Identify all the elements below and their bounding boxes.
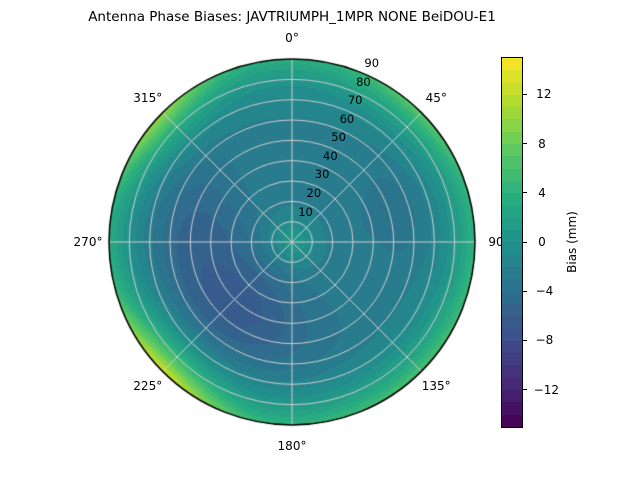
theta-tick-label: 45° (425, 90, 447, 105)
colorbar-tick-mark (523, 389, 527, 391)
colorbar-band (502, 414, 522, 427)
colorbar-band (502, 70, 522, 83)
colorbar-band (502, 279, 522, 292)
colorbar (501, 57, 523, 428)
theta-tick-label: 180° (277, 439, 307, 453)
colorbar-band (502, 328, 522, 341)
theta-tick-label: 135° (421, 379, 451, 394)
r-tick-label: 40 (323, 148, 338, 163)
r-tick-label: 90 (364, 55, 380, 70)
colorbar-band (502, 94, 522, 108)
colorbar-band (502, 119, 522, 132)
colorbar-band (502, 131, 522, 145)
colorbar-band (502, 168, 522, 181)
colorbar-band (502, 58, 522, 71)
colorbar-band (502, 242, 522, 255)
theta-tick-label: 270° (73, 235, 103, 249)
colorbar-tick-label: −4 (535, 284, 554, 299)
colorbar-band (502, 340, 522, 354)
theta-tick-label: 90 (488, 235, 504, 249)
colorbar-tick-mark (523, 93, 527, 95)
colorbar-band (502, 205, 522, 218)
colorbar-band (502, 82, 522, 95)
colorbar-tick-label: 0 (538, 235, 546, 249)
colorbar-tick-mark (523, 290, 527, 292)
r-tick-label: 70 (347, 93, 363, 108)
r-tick-label: 20 (306, 185, 322, 200)
colorbar-tick-mark (523, 143, 527, 145)
colorbar-band (502, 267, 522, 280)
colorbar-tick-mark (523, 192, 527, 194)
r-tick-label: 60 (339, 111, 355, 126)
colorbar-tick-label: 8 (538, 136, 546, 151)
colorbar-axis-label: Bias (mm) (565, 211, 579, 273)
colorbar-tick-label: 4 (538, 185, 546, 200)
colorbar-tick-mark (523, 339, 527, 341)
colorbar-tick-label: −8 (535, 333, 554, 348)
colorbar-band (502, 107, 522, 120)
colorbar-band (502, 303, 522, 317)
colorbar-band (502, 365, 522, 378)
colorbar-band (502, 353, 522, 366)
colorbar-band (502, 377, 522, 391)
colorbar-tick-label: −12 (533, 382, 559, 397)
colorbar-band (502, 402, 522, 415)
r-tick-label: 10 (298, 204, 313, 219)
colorbar-gradient (502, 58, 522, 427)
theta-tick-label: 315° (133, 90, 163, 105)
colorbar-tick-mark (523, 241, 527, 243)
colorbar-band (502, 230, 522, 243)
colorbar-band (502, 254, 522, 268)
colorbar-band (502, 144, 522, 157)
r-tick-label: 30 (314, 167, 330, 182)
r-tick-label: 80 (356, 74, 371, 89)
colorbar-band (502, 390, 522, 403)
colorbar-band (502, 316, 522, 329)
theta-tick-label: 225° (133, 379, 163, 394)
colorbar-band (502, 180, 522, 194)
colorbar-band (502, 291, 522, 304)
colorbar-band (502, 193, 522, 206)
colorbar-band (502, 156, 522, 169)
colorbar-tick-label: 12 (536, 87, 552, 102)
theta-tick-label: 0° (285, 31, 299, 45)
colorbar-band (502, 217, 522, 231)
r-tick-label: 50 (331, 130, 346, 145)
